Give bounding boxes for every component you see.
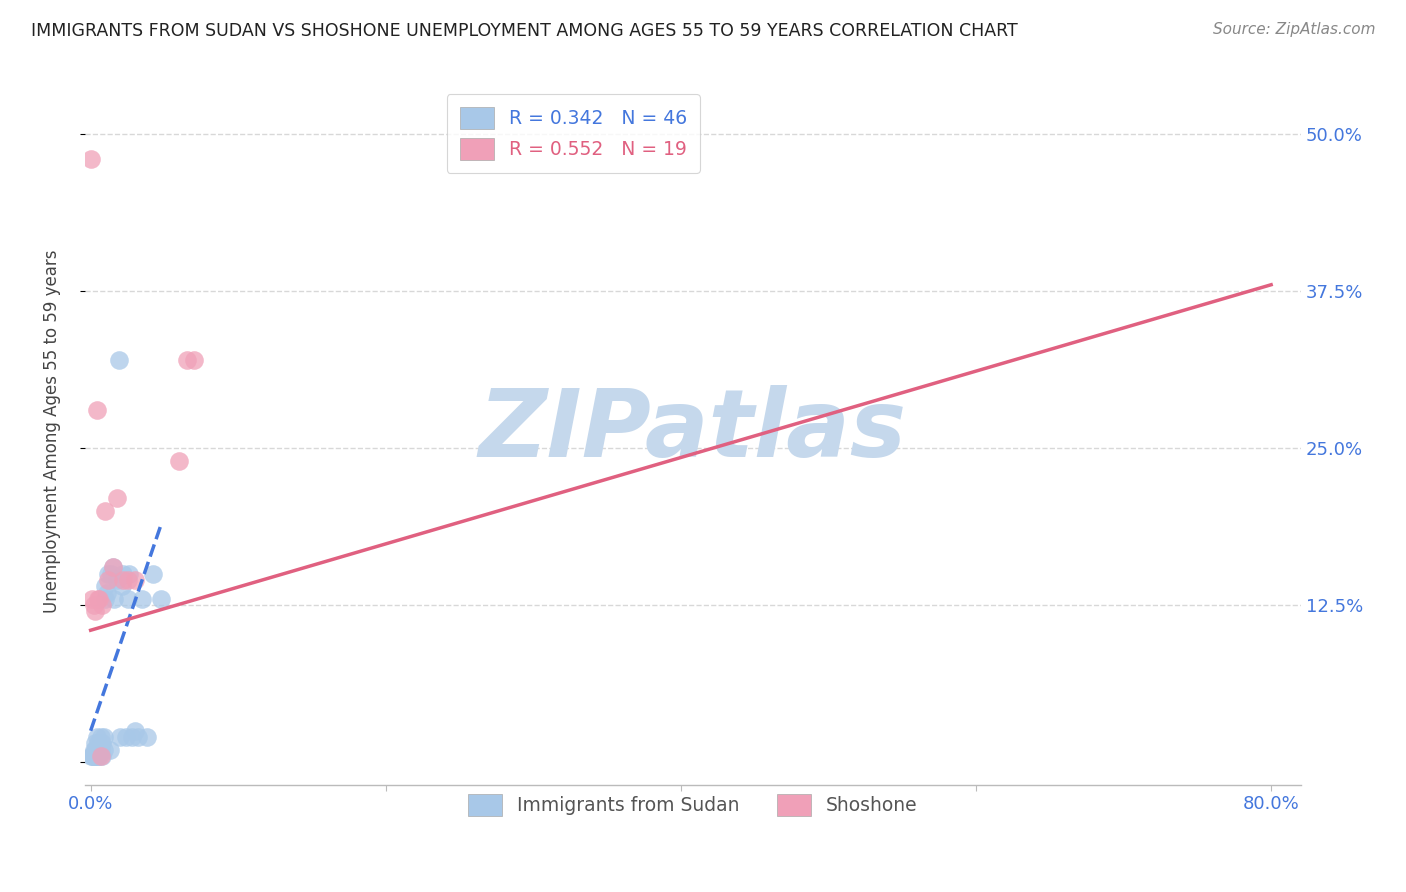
Point bbox=[121, 730, 143, 744]
Point bbox=[131, 591, 153, 606]
Point bbox=[142, 566, 165, 581]
Point bbox=[150, 591, 173, 606]
Point bbox=[83, 598, 105, 612]
Point bbox=[98, 742, 121, 756]
Point bbox=[105, 491, 128, 506]
Point bbox=[84, 736, 107, 750]
Point bbox=[87, 742, 110, 756]
Point bbox=[90, 730, 112, 744]
Point bbox=[91, 598, 114, 612]
Point bbox=[94, 591, 117, 606]
Point bbox=[115, 730, 138, 744]
Point bbox=[103, 591, 125, 606]
Point bbox=[80, 748, 103, 763]
Point bbox=[86, 403, 108, 417]
Point bbox=[89, 591, 111, 606]
Text: Source: ZipAtlas.com: Source: ZipAtlas.com bbox=[1212, 22, 1375, 37]
Point bbox=[117, 591, 139, 606]
Point bbox=[82, 748, 104, 763]
Point bbox=[80, 152, 103, 166]
Point bbox=[108, 730, 131, 744]
Legend: Immigrants from Sudan, Shoshone: Immigrants from Sudan, Shoshone bbox=[458, 784, 927, 825]
Point bbox=[127, 730, 149, 744]
Point bbox=[84, 604, 107, 618]
Point bbox=[107, 353, 129, 368]
Point bbox=[86, 748, 108, 763]
Point bbox=[183, 353, 205, 368]
Point bbox=[91, 736, 114, 750]
Point bbox=[96, 585, 118, 599]
Point bbox=[124, 573, 146, 587]
Point bbox=[83, 748, 105, 763]
Point bbox=[94, 504, 117, 518]
Point bbox=[82, 591, 104, 606]
Point bbox=[83, 742, 105, 756]
Point bbox=[117, 573, 139, 587]
Point bbox=[90, 748, 112, 763]
Text: IMMIGRANTS FROM SUDAN VS SHOSHONE UNEMPLOYMENT AMONG AGES 55 TO 59 YEARS CORRELA: IMMIGRANTS FROM SUDAN VS SHOSHONE UNEMPL… bbox=[31, 22, 1018, 40]
Point bbox=[90, 742, 112, 756]
Point bbox=[87, 748, 110, 763]
Point bbox=[84, 748, 107, 763]
Point bbox=[82, 748, 104, 763]
Point bbox=[118, 566, 141, 581]
Point bbox=[100, 566, 122, 581]
Point bbox=[112, 566, 135, 581]
Point bbox=[89, 742, 111, 756]
Point bbox=[89, 748, 111, 763]
Point bbox=[86, 742, 108, 756]
Point bbox=[101, 560, 124, 574]
Point bbox=[93, 730, 115, 744]
Point bbox=[135, 730, 157, 744]
Point bbox=[83, 748, 105, 763]
Point bbox=[97, 573, 120, 587]
Point bbox=[112, 573, 135, 587]
Point bbox=[86, 730, 108, 744]
Point bbox=[93, 742, 115, 756]
Point bbox=[87, 591, 110, 606]
Text: ZIPatlas: ZIPatlas bbox=[478, 385, 907, 477]
Point bbox=[167, 453, 190, 467]
Point bbox=[97, 566, 120, 581]
Point bbox=[111, 579, 134, 593]
Point bbox=[94, 579, 117, 593]
Point bbox=[91, 748, 114, 763]
Point bbox=[105, 573, 128, 587]
Point bbox=[124, 723, 146, 738]
Point bbox=[176, 353, 198, 368]
Point bbox=[84, 742, 107, 756]
Point bbox=[101, 560, 124, 574]
Y-axis label: Unemployment Among Ages 55 to 59 years: Unemployment Among Ages 55 to 59 years bbox=[44, 250, 60, 613]
Point bbox=[87, 736, 110, 750]
